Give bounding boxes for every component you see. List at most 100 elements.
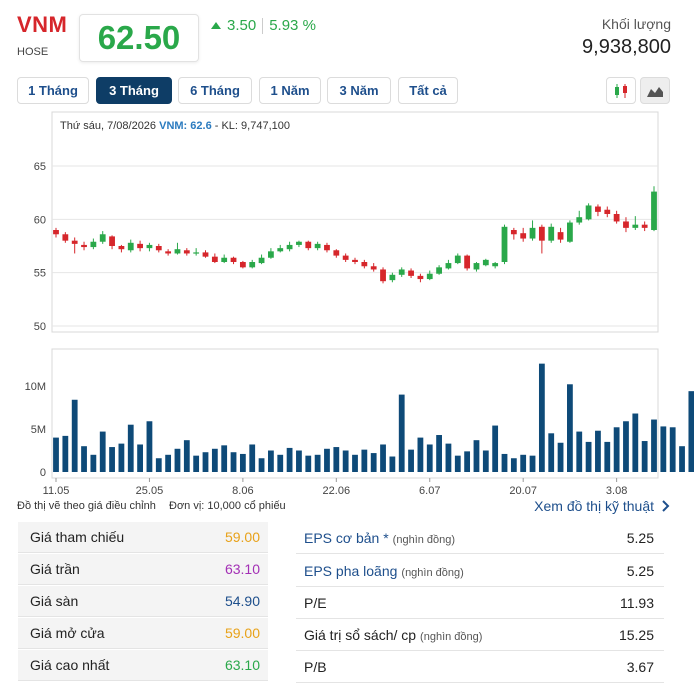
change-percent: 5.93 % bbox=[269, 17, 316, 34]
candle bbox=[268, 248, 274, 259]
candle-body bbox=[174, 249, 181, 254]
candle-body bbox=[202, 252, 209, 257]
fin-label-link[interactable]: EPS cơ bản * bbox=[304, 529, 389, 546]
candle-body bbox=[127, 242, 134, 251]
stat-value: 59.00 bbox=[224, 529, 260, 545]
candle-body bbox=[361, 262, 368, 267]
candle bbox=[258, 254, 265, 265]
candle bbox=[370, 263, 377, 272]
technical-chart-label: Xem đồ thị kỹ thuật bbox=[534, 498, 654, 514]
up-arrow-icon bbox=[211, 22, 221, 29]
candle-body bbox=[548, 226, 555, 241]
volume-bar bbox=[548, 433, 555, 472]
tab-all[interactable]: Tất cả bbox=[398, 77, 458, 104]
volume-bar bbox=[408, 449, 414, 472]
candle bbox=[183, 248, 190, 256]
volume-bar bbox=[595, 430, 601, 472]
tab-1-month[interactable]: 1 Tháng bbox=[17, 77, 89, 104]
volume-bar bbox=[623, 421, 629, 472]
volume-bar bbox=[109, 447, 115, 472]
candle bbox=[352, 257, 358, 265]
ticker-symbol: VNM bbox=[17, 12, 68, 37]
candle-body bbox=[230, 257, 237, 262]
candle-body bbox=[277, 248, 284, 252]
volume-bar bbox=[398, 394, 405, 472]
volume-bar bbox=[510, 458, 517, 472]
volume-bar bbox=[286, 447, 293, 472]
candle bbox=[585, 203, 592, 221]
stat-label: Giá mở cửa bbox=[30, 625, 105, 641]
volume-bar bbox=[660, 426, 667, 472]
candle-body bbox=[99, 234, 106, 242]
candle-body bbox=[436, 267, 442, 274]
candle-body bbox=[333, 250, 340, 256]
candle bbox=[155, 243, 162, 253]
current-price: 62.50 bbox=[79, 14, 199, 62]
price-change: 3.50 5.93 % bbox=[211, 17, 316, 34]
candle bbox=[239, 260, 246, 269]
volume-bar bbox=[585, 441, 592, 472]
candle-body bbox=[473, 263, 480, 270]
volume-bar bbox=[165, 454, 172, 472]
stat-value: 54.90 bbox=[224, 593, 260, 609]
tab-3-months[interactable]: 3 Tháng bbox=[96, 77, 172, 104]
candle-body bbox=[651, 191, 657, 230]
adjusted-price-note: Đồ thị vẽ theo giá điều chỉnh bbox=[17, 500, 156, 512]
volume-bar bbox=[688, 391, 694, 472]
candle-body bbox=[426, 273, 433, 280]
candle-body bbox=[221, 257, 228, 262]
volume-bar bbox=[651, 419, 657, 472]
volume-value: 9,938,800 bbox=[582, 36, 671, 58]
fin-row-pb: P/B 3.67 bbox=[296, 651, 664, 683]
stat-row-high: Giá cao nhất 63.10 bbox=[18, 650, 268, 681]
stat-value: 59.00 bbox=[224, 625, 260, 641]
candle bbox=[567, 220, 573, 243]
candlestick-button[interactable] bbox=[606, 77, 636, 104]
price-tick-label: 65 bbox=[34, 161, 46, 173]
candle bbox=[417, 273, 424, 283]
fin-unit: (nghìn đồng) bbox=[401, 566, 464, 579]
volume-bar bbox=[202, 452, 209, 472]
candle bbox=[454, 253, 461, 265]
candle-body bbox=[585, 205, 592, 220]
area-chart-button[interactable] bbox=[640, 77, 670, 104]
candle bbox=[632, 216, 639, 230]
tab-6-months[interactable]: 6 Tháng bbox=[178, 77, 252, 104]
candle-body bbox=[510, 230, 517, 235]
candle-body bbox=[567, 222, 573, 242]
tab-1-year[interactable]: 1 Năm bbox=[259, 77, 321, 104]
fin-unit: (nghìn đồng) bbox=[420, 630, 483, 643]
candle bbox=[53, 227, 59, 238]
volume-bar bbox=[482, 450, 489, 472]
volume-bar bbox=[333, 447, 340, 472]
candle-body bbox=[408, 270, 414, 276]
stat-value: 63.10 bbox=[224, 657, 260, 673]
candle bbox=[492, 262, 499, 269]
fin-value: 3.67 bbox=[626, 658, 654, 675]
candle-body bbox=[576, 217, 583, 223]
volume-bar bbox=[211, 448, 218, 472]
candle bbox=[408, 268, 414, 278]
candle bbox=[137, 240, 143, 252]
fin-row-eps-basic: EPS cơ bản * (nghìn đồng) 5.25 bbox=[296, 522, 664, 554]
candle-body bbox=[268, 251, 274, 258]
candle bbox=[538, 224, 545, 254]
candle-body bbox=[352, 259, 358, 262]
price-chart[interactable]: 65 60 55 50 10M 5M 0 11.05 25.05 8.06 22.06 6.07 2… bbox=[0, 108, 694, 500]
candle bbox=[109, 235, 115, 250]
volume-bar bbox=[342, 450, 349, 472]
candle-body bbox=[604, 209, 611, 214]
tooltip-price: VNM: 62.6 bbox=[159, 120, 212, 132]
price-tick-label: 50 bbox=[34, 321, 46, 333]
candle-body bbox=[520, 233, 527, 239]
candle bbox=[473, 262, 480, 272]
tooltip-date: Thứ sáu, 7/08/2026 bbox=[60, 120, 157, 132]
technical-chart-link[interactable]: Xem đồ thị kỹ thuật bbox=[534, 498, 670, 514]
tab-3-years[interactable]: 3 Năm bbox=[327, 77, 391, 104]
volume-bar bbox=[529, 455, 536, 472]
fin-label-link[interactable]: EPS pha loãng bbox=[304, 562, 398, 579]
candle-body bbox=[454, 255, 461, 264]
candle-body bbox=[417, 275, 424, 280]
candle-body bbox=[623, 221, 629, 228]
price-tick-label: 55 bbox=[34, 268, 46, 280]
